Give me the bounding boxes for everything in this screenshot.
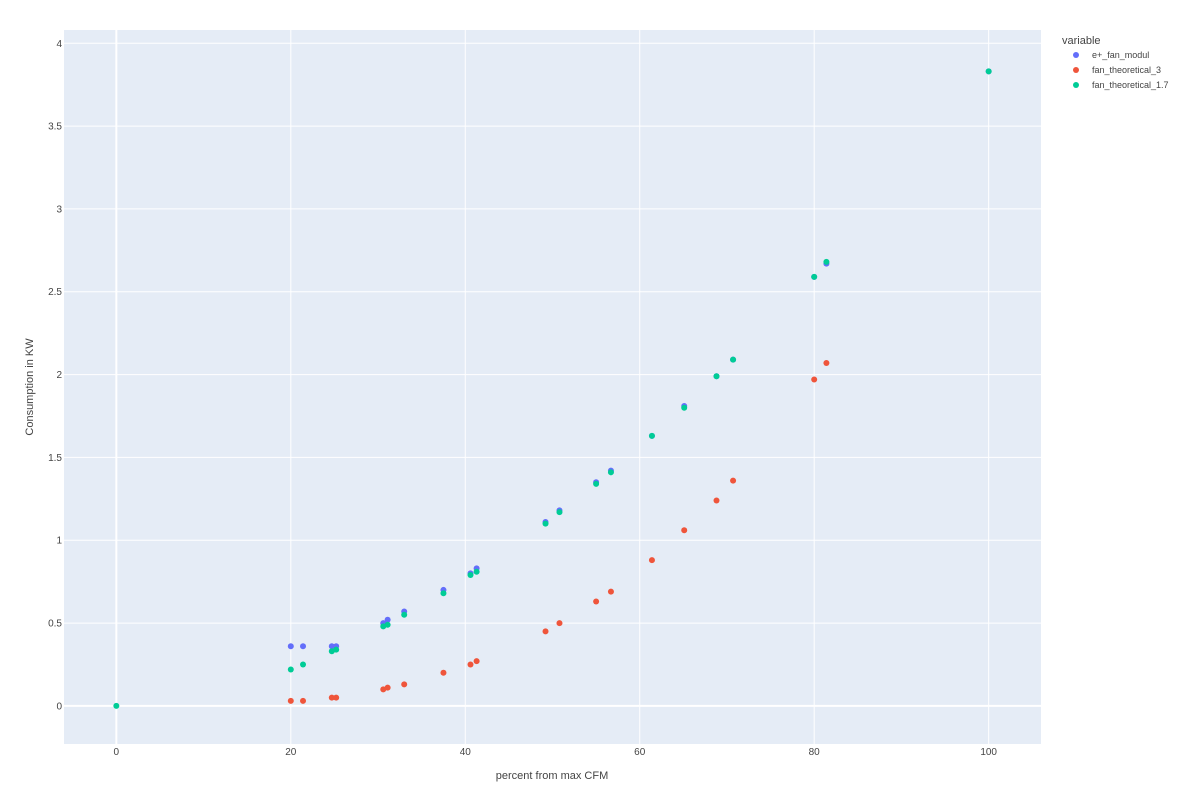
data-point[interactable]	[401, 611, 408, 618]
data-point[interactable]	[467, 661, 474, 668]
y-axis-title: Consumption in KW	[24, 338, 36, 436]
legend[interactable]: variable e+_fan_modul fan_theoretical_3fa…	[1062, 35, 1169, 90]
series-fan_theoretical_1.7	[113, 68, 992, 709]
data-point[interactable]	[300, 661, 307, 668]
legend-item[interactable]: fan_theoretical_1.7	[1073, 80, 1169, 90]
legend-title: variable	[1062, 35, 1101, 47]
data-point[interactable]	[556, 620, 563, 627]
data-point[interactable]	[556, 509, 563, 516]
y-tick-label: 3.5	[48, 122, 62, 133]
data-point[interactable]	[287, 666, 294, 673]
legend-item[interactable]: e+_fan_modul	[1073, 50, 1149, 60]
data-point[interactable]	[681, 404, 688, 411]
data-point[interactable]	[811, 273, 818, 280]
legend-label: fan_theoretical_1.7	[1092, 80, 1169, 90]
data-point[interactable]	[681, 527, 688, 534]
data-point[interactable]	[542, 628, 549, 635]
data-points[interactable]	[113, 68, 992, 709]
x-tick-label: 80	[809, 747, 821, 758]
data-point[interactable]	[467, 572, 474, 579]
data-point[interactable]	[811, 376, 818, 383]
data-point[interactable]	[713, 373, 720, 380]
data-point[interactable]	[648, 432, 655, 439]
legend-label: e+_fan_modul	[1092, 50, 1149, 60]
legend-marker	[1073, 67, 1079, 73]
data-point[interactable]	[333, 646, 340, 653]
data-point[interactable]	[730, 477, 737, 484]
data-point[interactable]	[300, 643, 307, 650]
data-point[interactable]	[607, 588, 614, 595]
x-tick-label: 100	[980, 747, 997, 758]
data-point[interactable]	[300, 697, 307, 704]
y-tick-label: 1.5	[48, 453, 62, 464]
x-axis-title: percent from max CFM	[496, 770, 608, 782]
x-tick-label: 40	[460, 747, 472, 758]
data-point[interactable]	[648, 557, 655, 564]
data-point[interactable]	[384, 616, 391, 623]
y-tick-label: 0	[56, 701, 62, 712]
y-tick-label: 2.5	[48, 287, 62, 298]
data-point[interactable]	[333, 694, 340, 701]
data-point[interactable]	[440, 669, 447, 676]
legend-marker	[1073, 82, 1079, 88]
data-point[interactable]	[542, 520, 549, 527]
y-tick-label: 2	[56, 370, 62, 381]
data-point[interactable]	[985, 68, 992, 75]
data-point[interactable]	[287, 697, 294, 704]
series-fan_theoretical_3	[287, 359, 830, 704]
legend-label: fan_theoretical_3	[1092, 65, 1161, 75]
y-tick-label: 4	[56, 39, 62, 50]
legend-item[interactable]: fan_theoretical_3	[1073, 65, 1161, 75]
data-point[interactable]	[823, 359, 830, 366]
data-point[interactable]	[328, 643, 335, 650]
data-point[interactable]	[401, 681, 408, 688]
y-tick-label: 3	[56, 204, 62, 215]
data-point[interactable]	[384, 684, 391, 691]
legend-marker	[1073, 52, 1079, 58]
data-point[interactable]	[384, 621, 391, 628]
y-tick-label: 1	[56, 536, 62, 547]
data-point[interactable]	[113, 702, 120, 709]
x-tick-label: 60	[634, 747, 646, 758]
grid	[64, 30, 1041, 744]
data-point[interactable]	[593, 598, 600, 605]
y-axis-ticks: 0 0.5 1 1.5 2 2.5 3 3.5 4	[48, 39, 62, 713]
data-point[interactable]	[473, 658, 480, 665]
data-point[interactable]	[713, 497, 720, 504]
data-point[interactable]	[473, 568, 480, 575]
data-point[interactable]	[287, 643, 294, 650]
data-point[interactable]	[328, 694, 335, 701]
data-point[interactable]	[607, 469, 614, 476]
data-point[interactable]	[730, 356, 737, 363]
x-tick-label: 0	[114, 747, 120, 758]
x-axis-ticks: 0 20 40 60 80 100	[114, 747, 998, 758]
x-tick-label: 20	[285, 747, 297, 758]
data-point[interactable]	[823, 258, 830, 265]
plot-background	[64, 30, 1041, 744]
y-tick-label: 0.5	[48, 619, 62, 630]
data-point[interactable]	[593, 480, 600, 487]
data-point[interactable]	[440, 590, 447, 597]
